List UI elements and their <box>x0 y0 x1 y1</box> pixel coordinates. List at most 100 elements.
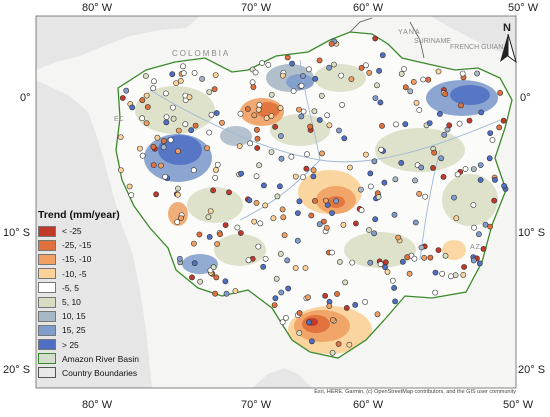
station-marker <box>128 192 135 198</box>
map-legend: Trend (mm/year) < -25 -25, -15 -15, -10 … <box>38 209 156 380</box>
station-marker <box>278 289 285 296</box>
station-marker <box>290 88 297 94</box>
station-marker <box>298 82 305 89</box>
station-marker <box>119 95 126 101</box>
station-marker <box>214 161 221 168</box>
legend-label: -5, 5 <box>62 282 80 293</box>
station-marker <box>329 317 336 323</box>
station-marker <box>207 208 214 214</box>
legend-swatch <box>38 253 56 265</box>
zone-10-15 <box>220 126 252 146</box>
station-marker <box>372 216 379 223</box>
country-line-guyana <box>409 21 425 59</box>
station-marker <box>222 222 229 228</box>
legend-item: -10, -5 <box>38 267 156 281</box>
station-marker <box>251 112 258 119</box>
station-marker <box>174 191 181 198</box>
station-marker <box>249 79 256 86</box>
station-marker <box>284 257 291 264</box>
station-marker <box>431 149 438 156</box>
station-marker <box>180 63 186 70</box>
legend-item: 15, 25 <box>38 323 156 337</box>
zone-5-10 <box>442 174 498 226</box>
station-marker <box>404 254 411 261</box>
station-marker <box>212 72 219 78</box>
bottom-tick-50w: 50° W <box>503 399 534 411</box>
legend-swatch <box>38 367 56 379</box>
station-marker <box>219 119 225 126</box>
station-marker <box>333 198 339 204</box>
station-marker <box>416 190 422 197</box>
station-marker <box>169 71 176 78</box>
station-marker <box>189 274 195 281</box>
station-marker <box>118 167 124 173</box>
station-marker <box>254 135 261 142</box>
bottom-tick-70w: 70° W <box>241 399 272 411</box>
station-marker <box>213 110 220 116</box>
station-marker <box>206 129 213 136</box>
zone-5-10 <box>187 187 243 223</box>
station-marker <box>162 173 168 180</box>
station-marker <box>413 99 420 106</box>
legend-swatch <box>38 324 56 336</box>
station-marker <box>222 278 229 285</box>
station-marker <box>398 159 405 166</box>
legend-swatch <box>38 296 56 308</box>
legend-label: 15, 25 <box>62 325 86 336</box>
station-marker <box>251 218 258 225</box>
station-marker <box>175 185 181 192</box>
station-marker <box>259 60 265 66</box>
station-marker <box>272 295 279 302</box>
station-marker <box>255 106 262 113</box>
station-marker <box>277 250 284 257</box>
station-marker <box>384 268 391 275</box>
station-marker <box>250 84 257 90</box>
station-marker <box>335 341 342 347</box>
river-madeira <box>239 159 321 221</box>
station-marker <box>190 167 197 174</box>
station-marker <box>163 114 170 120</box>
station-marker <box>271 302 278 308</box>
station-marker <box>375 194 382 200</box>
station-marker <box>352 301 359 308</box>
station-marker <box>206 233 213 240</box>
country-label-french-guiana: FRENCH GUIAN <box>450 44 504 51</box>
station-marker <box>311 108 318 115</box>
legend-item: < -25 <box>38 224 156 238</box>
left-tick-0: 0° <box>20 92 31 104</box>
station-marker <box>296 310 303 316</box>
bottom-tick-80w: 80° W <box>82 399 113 411</box>
country-label-az: AZ <box>470 244 481 251</box>
legend-label: Country Boundaries <box>62 367 138 378</box>
station-marker <box>326 64 332 71</box>
station-marker <box>144 104 151 110</box>
station-marker <box>176 255 183 262</box>
zone-gt-25 <box>450 85 490 105</box>
station-marker <box>412 177 418 184</box>
station-marker <box>305 294 311 301</box>
station-marker <box>204 145 210 151</box>
station-marker <box>329 210 335 216</box>
station-marker <box>393 121 399 128</box>
station-marker <box>470 202 477 208</box>
station-marker <box>322 197 329 204</box>
zone-5-10 <box>135 86 215 134</box>
legend-title: Trend (mm/year) <box>38 209 120 221</box>
station-marker <box>213 274 220 281</box>
station-marker <box>418 164 425 171</box>
station-marker <box>162 90 169 97</box>
station-marker <box>143 120 150 127</box>
station-marker <box>199 76 205 82</box>
station-marker <box>492 176 498 183</box>
station-marker <box>372 35 379 42</box>
station-marker <box>142 73 149 79</box>
station-marker <box>226 189 232 196</box>
station-marker <box>475 231 482 238</box>
station-marker <box>311 197 318 204</box>
north-arrow-icon <box>500 34 517 64</box>
station-marker <box>474 70 480 77</box>
station-marker <box>212 290 218 297</box>
station-marker <box>379 123 385 129</box>
station-marker <box>456 120 463 127</box>
